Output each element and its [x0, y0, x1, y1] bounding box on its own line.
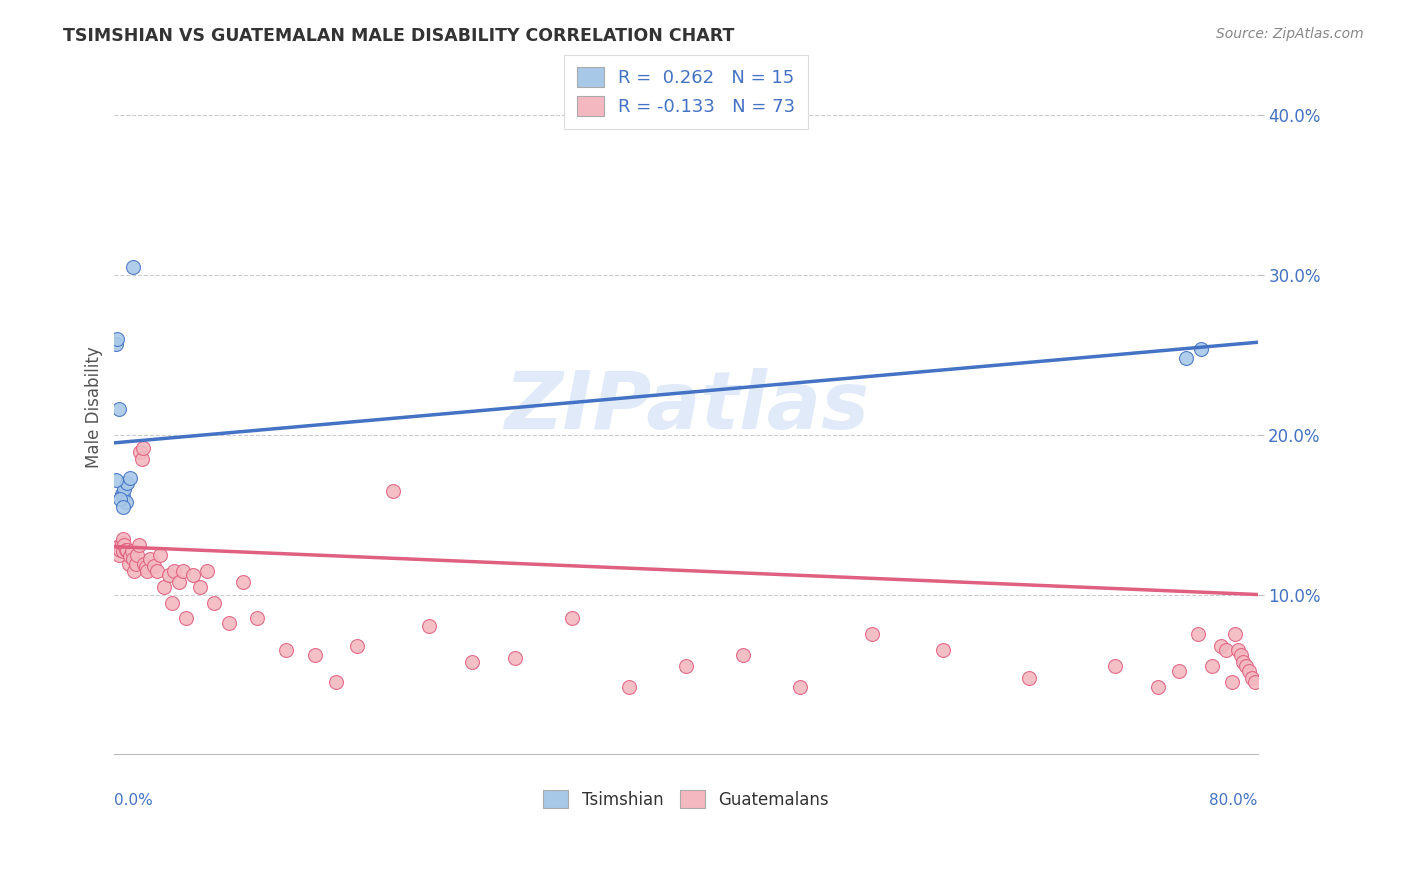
Point	[188, 580, 211, 594]
Point	[1104, 659, 1126, 673]
Point	[132, 441, 155, 455]
Point	[146, 564, 169, 578]
Point	[157, 568, 180, 582]
Point	[346, 639, 368, 653]
Point	[1232, 655, 1254, 669]
Point	[115, 542, 138, 557]
Point	[1229, 648, 1251, 663]
Point	[131, 451, 153, 466]
Point	[136, 564, 159, 578]
Point	[1215, 643, 1237, 657]
Point	[195, 564, 218, 578]
Point	[127, 548, 149, 562]
Point	[104, 336, 127, 351]
Point	[111, 544, 134, 558]
Point	[733, 648, 755, 663]
Point	[204, 595, 226, 609]
Point	[675, 659, 697, 673]
Point	[143, 558, 166, 573]
Point	[274, 643, 297, 657]
Point	[139, 552, 162, 566]
Point	[120, 549, 142, 564]
Point	[181, 568, 204, 582]
Point	[105, 332, 128, 346]
Point	[1237, 664, 1260, 678]
Point	[117, 475, 139, 490]
Point	[789, 680, 811, 694]
Point	[108, 491, 131, 506]
Point	[232, 574, 254, 589]
Point	[121, 544, 143, 558]
Point	[107, 548, 129, 562]
Text: 0.0%: 0.0%	[114, 793, 153, 808]
Point	[1187, 627, 1209, 641]
Point	[1018, 671, 1040, 685]
Point	[163, 564, 186, 578]
Point	[112, 482, 135, 496]
Point	[117, 542, 139, 557]
Point	[1175, 351, 1198, 366]
Point	[110, 487, 132, 501]
Point	[1241, 671, 1264, 685]
Point	[172, 564, 194, 578]
Point	[1223, 627, 1246, 641]
Point	[111, 489, 134, 503]
Point	[1189, 342, 1212, 356]
Point	[118, 557, 141, 571]
Point	[561, 611, 583, 625]
Point	[104, 473, 127, 487]
Legend: Tsimshian, Guatemalans: Tsimshian, Guatemalans	[537, 783, 835, 815]
Point	[860, 627, 883, 641]
Point	[174, 611, 197, 625]
Point	[120, 471, 142, 485]
Point	[246, 611, 269, 625]
Point	[932, 643, 955, 657]
Point	[110, 536, 132, 550]
Point	[115, 495, 138, 509]
Y-axis label: Male Disability: Male Disability	[86, 346, 103, 467]
Point	[129, 445, 152, 459]
Point	[418, 619, 440, 633]
Point	[1168, 664, 1191, 678]
Point	[128, 538, 150, 552]
Point	[122, 260, 145, 275]
Point	[122, 552, 145, 566]
Point	[124, 564, 146, 578]
Point	[111, 532, 134, 546]
Point	[503, 651, 526, 665]
Point	[125, 557, 148, 571]
Point	[134, 557, 156, 571]
Point	[325, 675, 347, 690]
Point	[617, 680, 640, 694]
Point	[304, 648, 326, 663]
Point	[149, 548, 172, 562]
Point	[1220, 675, 1243, 690]
Text: ZIPatlas: ZIPatlas	[503, 368, 869, 446]
Text: Source: ZipAtlas.com: Source: ZipAtlas.com	[1216, 27, 1364, 41]
Text: TSIMSHIAN VS GUATEMALAN MALE DISABILITY CORRELATION CHART: TSIMSHIAN VS GUATEMALAN MALE DISABILITY …	[63, 27, 735, 45]
Point	[111, 500, 134, 514]
Point	[1201, 659, 1223, 673]
Point	[382, 483, 405, 498]
Point	[135, 560, 157, 574]
Point	[112, 538, 135, 552]
Point	[105, 540, 128, 554]
Point	[108, 542, 131, 557]
Point	[153, 580, 176, 594]
Point	[167, 574, 190, 589]
Point	[218, 616, 240, 631]
Point	[160, 595, 183, 609]
Text: 80.0%: 80.0%	[1209, 793, 1258, 808]
Point	[1234, 659, 1257, 673]
Point	[1146, 680, 1168, 694]
Point	[107, 402, 129, 417]
Point	[1244, 675, 1267, 690]
Point	[1209, 639, 1232, 653]
Point	[1226, 643, 1249, 657]
Point	[461, 655, 484, 669]
